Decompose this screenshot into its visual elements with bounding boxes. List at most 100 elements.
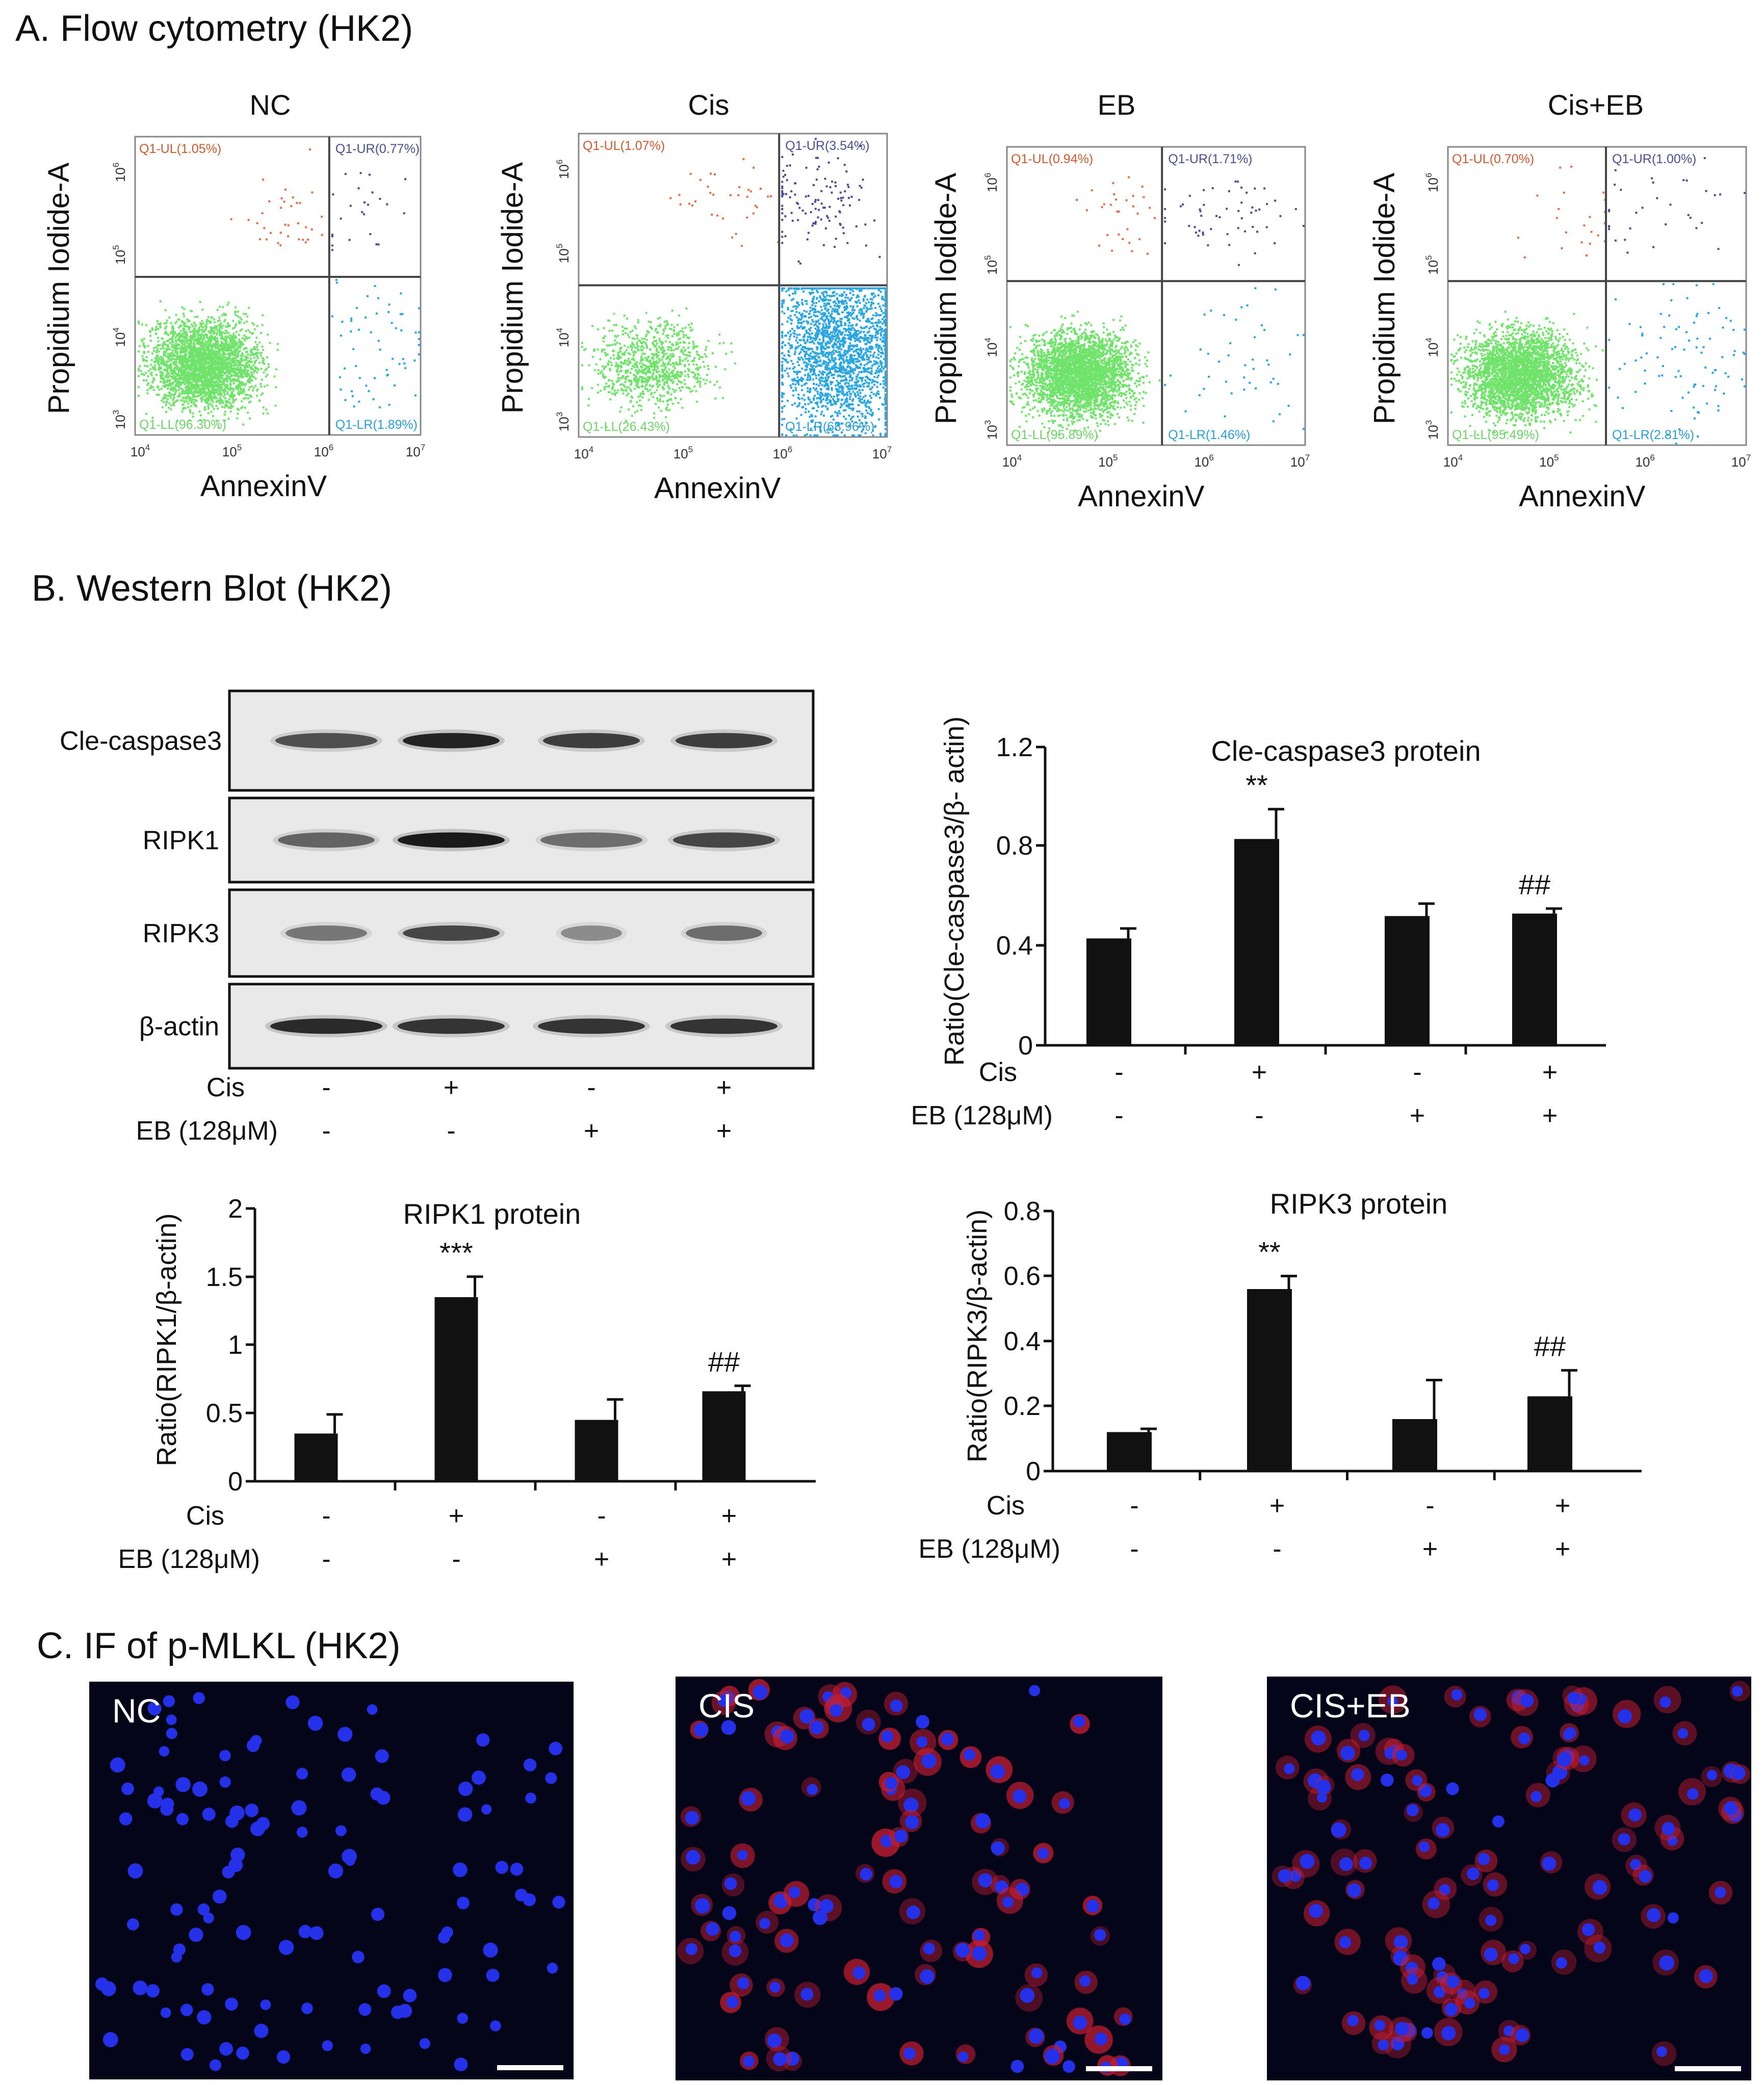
flow-dot-ll bbox=[194, 373, 197, 375]
flow-dot-lr bbox=[876, 330, 879, 333]
flow-dot-ll bbox=[671, 382, 674, 384]
flow-dot-lr bbox=[827, 393, 829, 395]
flow-dot-lr bbox=[829, 320, 832, 323]
flow-dot-ll bbox=[662, 363, 665, 365]
flow-dot-ll bbox=[184, 332, 187, 335]
flow-dot-ll bbox=[670, 328, 672, 330]
flow-dot-lr bbox=[834, 320, 836, 322]
flow-dot-lr bbox=[819, 297, 822, 299]
flow-y-tick: 105 bbox=[111, 245, 128, 264]
flow-dot-ll bbox=[234, 351, 236, 354]
flow-dot-ll bbox=[212, 371, 214, 373]
flow-dot-ur bbox=[331, 235, 333, 238]
flow-dot-ll bbox=[637, 372, 639, 375]
flow-dot-ll bbox=[232, 397, 235, 399]
flow-dot-ll bbox=[669, 353, 672, 356]
flow-dot-ll bbox=[155, 355, 158, 357]
flow-dot-ll bbox=[237, 388, 240, 391]
flow-dot-ll bbox=[665, 320, 668, 322]
flow-dot-ll bbox=[641, 338, 643, 340]
flow-dot-ll bbox=[689, 351, 691, 354]
flow-dot-ll bbox=[692, 359, 694, 362]
flow-dot-ll bbox=[604, 335, 606, 338]
flow-dot-ll bbox=[220, 338, 223, 340]
flow-dot-ll bbox=[624, 351, 626, 353]
flow-dot-ll bbox=[172, 349, 174, 352]
flow-dot-ll bbox=[220, 332, 222, 334]
flow-dot-ll bbox=[631, 368, 633, 370]
flow-dot-ll bbox=[581, 342, 583, 344]
flow-dot-ll bbox=[171, 344, 173, 346]
flow-dot-ll bbox=[200, 341, 202, 344]
flow-dot-ll bbox=[678, 333, 680, 336]
flow-dot-ll bbox=[198, 343, 201, 345]
flow-dot-ll bbox=[225, 341, 228, 343]
flow-dot-ll bbox=[628, 361, 630, 364]
flow-dot-ll bbox=[655, 364, 657, 367]
flow-dot-lr bbox=[862, 396, 865, 398]
flow-dot-ll bbox=[157, 344, 159, 346]
flow-dot-ll bbox=[222, 331, 224, 334]
flow-dot-ll bbox=[250, 396, 252, 398]
flow-dot-lr bbox=[842, 302, 845, 305]
flow-dot-ll bbox=[254, 366, 256, 368]
flow-dot-ll bbox=[238, 338, 241, 341]
flow-dot-ll bbox=[696, 350, 698, 353]
flow-dot-ll bbox=[192, 395, 194, 398]
flow-dot-ll bbox=[179, 387, 181, 390]
flow-dot-ll bbox=[656, 371, 658, 373]
flow-dot-lr bbox=[875, 361, 878, 364]
flow-dot-ll bbox=[199, 348, 202, 350]
flow-dot-ll bbox=[716, 380, 718, 383]
flow-dot-ll bbox=[266, 356, 268, 358]
flow-dot-ll bbox=[215, 347, 217, 350]
flow-dot-ll bbox=[164, 351, 167, 353]
flow-dot-lr bbox=[849, 334, 852, 337]
flow-dot-ll bbox=[200, 394, 202, 396]
flow-dot-ll bbox=[196, 392, 199, 394]
flow-dot-ll bbox=[161, 358, 164, 360]
flow-dot-lr bbox=[879, 326, 881, 328]
flow-dot-ll bbox=[184, 365, 187, 367]
flow-dot-ll bbox=[214, 396, 216, 399]
flow-dot-ll bbox=[616, 379, 619, 382]
flow-dot-lr bbox=[843, 402, 845, 405]
flow-dot-ll bbox=[178, 395, 181, 398]
flow-dot-ll bbox=[211, 351, 214, 353]
flow-dot-lr bbox=[788, 338, 791, 341]
flow-dot-ll bbox=[226, 357, 228, 359]
flow-dot-ul bbox=[256, 222, 258, 224]
flow-dot-ll bbox=[630, 396, 633, 398]
flow-dot-ll bbox=[196, 316, 199, 318]
flow-dot-ll bbox=[157, 337, 159, 339]
flow-dot-lr bbox=[392, 357, 394, 360]
flow-dot-ll bbox=[198, 328, 200, 330]
flow-dot-ll bbox=[170, 352, 173, 355]
flow-dot-ll bbox=[228, 361, 230, 364]
flow-dot-ll bbox=[662, 332, 664, 335]
flow-dot-lr bbox=[870, 408, 872, 411]
flow-dot-ll bbox=[667, 362, 670, 364]
flow-dot-lr bbox=[850, 371, 852, 373]
flow-dot-ll bbox=[209, 351, 212, 353]
flow-dot-ll bbox=[209, 352, 211, 354]
flow-dot-ll bbox=[609, 357, 612, 359]
flow-dot-lr bbox=[377, 297, 379, 299]
flow-dot-ll bbox=[666, 400, 668, 402]
flow-dot-ll bbox=[192, 353, 195, 355]
flow-dot-ll bbox=[230, 350, 233, 353]
flow-dot-ll bbox=[207, 412, 210, 415]
flow-dot-ll bbox=[196, 383, 199, 386]
flow-dot-ll bbox=[276, 349, 279, 351]
flow-dot-lr bbox=[816, 315, 819, 318]
flow-dot-ll bbox=[243, 313, 245, 315]
flow-dot-lr bbox=[781, 288, 784, 291]
flow-dot-ul bbox=[277, 242, 279, 244]
flow-dot-ll bbox=[183, 351, 185, 353]
flow-dot-ll bbox=[240, 361, 243, 363]
flow-dot-ll bbox=[244, 347, 246, 349]
flow-dot-ll bbox=[637, 396, 640, 398]
flow-dot-lr bbox=[807, 387, 809, 390]
flow-dot-ll bbox=[228, 352, 230, 354]
